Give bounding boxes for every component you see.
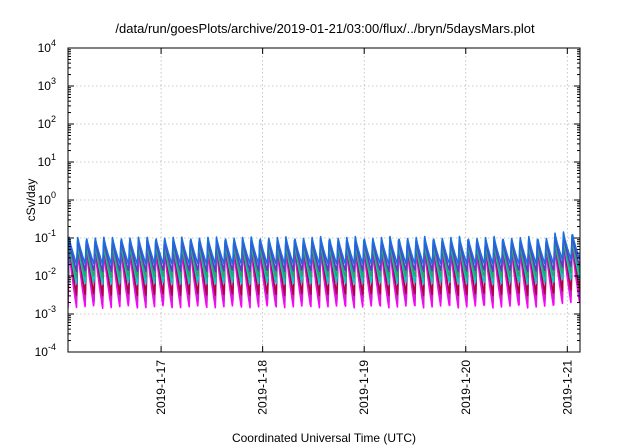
- y-tick-label: 10-1: [35, 228, 56, 245]
- x-tick-label: 2019-1-17: [154, 360, 168, 415]
- y-tick-label: 10-4: [35, 342, 56, 359]
- y-tick-label: 10-3: [35, 304, 56, 321]
- y-axis-label: cSv/day: [24, 179, 38, 222]
- x-tick-label: 2019-1-18: [256, 360, 270, 415]
- x-axis-label: Coordinated Universal Time (UTC): [232, 431, 416, 445]
- y-tick-label: 10-2: [35, 266, 56, 283]
- chart-title: /data/run/goesPlots/archive/2019-01-21/0…: [115, 21, 535, 36]
- x-axis-tick-labels: 2019-1-17 2019-1-18 2019-1-19 2019-1-20 2019…: [154, 360, 574, 415]
- x-tick-label: 2019-1-19: [357, 360, 371, 415]
- y-tick-label: 100: [38, 190, 56, 207]
- series-lines: [68, 231, 580, 309]
- grid-lines: [68, 48, 580, 352]
- y-tick-label: 101: [38, 152, 56, 169]
- x-tick-label: 2019-1-21: [560, 360, 574, 415]
- series-line: [68, 231, 580, 266]
- x-tick-label: 2019-1-20: [459, 360, 473, 415]
- y-axis-tick-labels: 10-4 10-3 10-2 10-1 100 101 102 103 104: [35, 38, 56, 359]
- y-tick-label: 104: [38, 38, 56, 55]
- axis-ticks: [68, 47, 580, 353]
- y-tick-label: 103: [38, 76, 56, 93]
- y-tick-label: 102: [38, 114, 56, 131]
